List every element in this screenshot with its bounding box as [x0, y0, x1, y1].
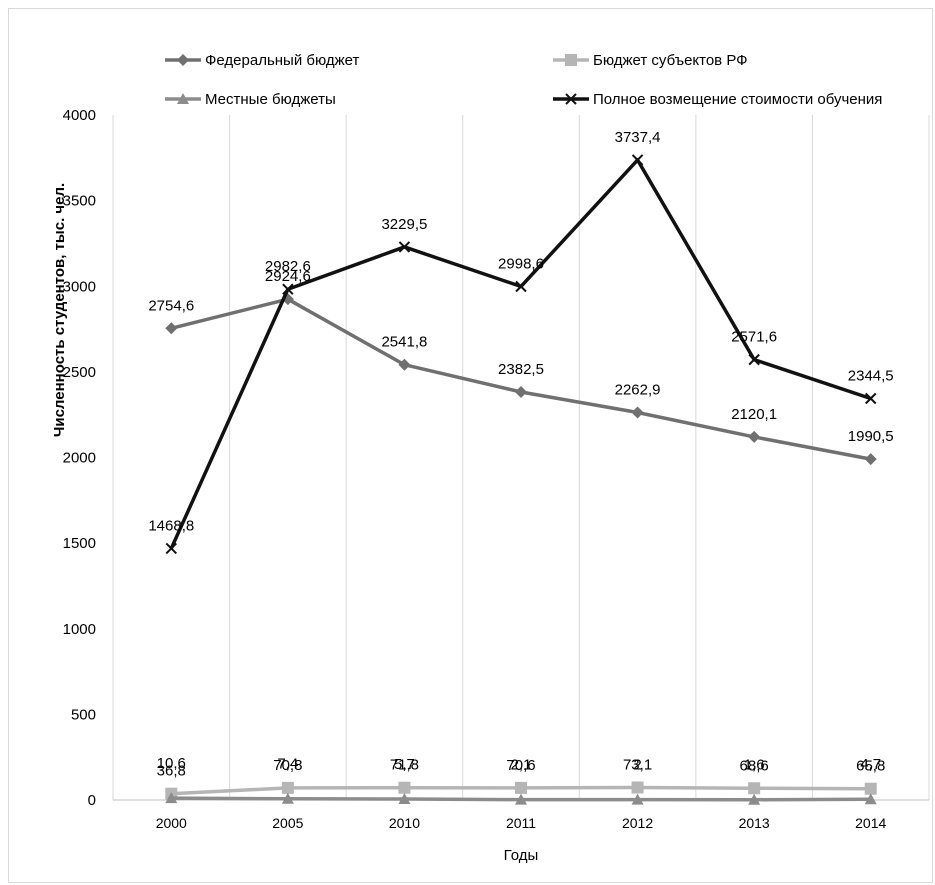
data-label: 68,6	[740, 757, 769, 774]
data-label: 3229,5	[381, 216, 427, 233]
triangle-marker	[748, 793, 761, 805]
square-marker	[864, 782, 877, 795]
square-marker	[631, 781, 644, 794]
x-tick-label: 2011	[506, 815, 536, 831]
data-label: 2998,6	[498, 255, 544, 272]
data-label: 73,1	[623, 756, 652, 773]
legend-label: Местные бюджеты	[205, 91, 336, 108]
y-tick-label: 4000	[63, 107, 96, 124]
diamond-marker	[631, 406, 644, 419]
data-label: 2571,6	[731, 329, 777, 346]
axes: 0 500 1000 1500 2000 2500 3000 3500 4000 2000 2005…	[63, 107, 929, 831]
diamond-marker	[177, 54, 189, 66]
data-label: 3737,4	[615, 129, 661, 146]
data-label: 2	[633, 757, 641, 774]
data-label: 5,7	[394, 756, 415, 773]
x-tick-label: 2000	[156, 815, 187, 831]
x-marker	[282, 283, 294, 295]
legend-label: Бюджет субъектов РФ	[593, 52, 748, 69]
data-label: 2924,6	[265, 268, 311, 285]
data-label: 36,8	[157, 763, 186, 780]
data-label: 2262,9	[615, 381, 661, 398]
x-marker	[398, 241, 411, 253]
data-label: 71,8	[390, 757, 419, 774]
x-tick-label: 2013	[739, 815, 770, 831]
data-label: 1468,8	[148, 517, 194, 534]
triangle-marker	[281, 792, 294, 804]
legend-entry: Полное возмещение стоимости обучения	[553, 91, 882, 108]
series-line	[170, 297, 872, 461]
data-label: 70,6	[506, 757, 535, 774]
y-axis-title: Численность студентов, тыс. чел.	[51, 183, 68, 437]
series-lines	[165, 154, 877, 805]
square-marker	[515, 781, 527, 794]
x-marker	[865, 392, 877, 405]
series-4	[165, 154, 877, 555]
data-label: 65,8	[856, 758, 885, 775]
series-1	[165, 293, 877, 466]
data-label: 2120,1	[731, 406, 777, 423]
series-3	[165, 792, 877, 805]
x-marker	[515, 280, 527, 293]
square-marker	[398, 781, 411, 794]
diamond-marker	[165, 322, 178, 335]
diamond-marker	[515, 385, 527, 398]
data-label: 2754,6	[148, 297, 194, 314]
x-tick-label: 2010	[389, 815, 420, 831]
series-line	[169, 158, 872, 550]
data-label: 70,8	[273, 757, 302, 774]
y-tick-label: 2500	[63, 364, 96, 381]
legend-entry: Федеральный бюджет	[165, 52, 360, 69]
triangle-marker	[398, 793, 411, 805]
data-label: 1,6	[744, 757, 765, 774]
data-label: 1990,5	[848, 428, 894, 445]
data-labels: 2754,6 2924,6 2541,8 2382,5 2262,9 2120,1 1990…	[148, 129, 893, 780]
y-tick-label: 0	[88, 792, 96, 809]
diamond-marker	[748, 430, 761, 443]
grid-lines	[112, 115, 930, 800]
data-label: 7,4	[277, 756, 298, 773]
legend-entry: Местные бюджеты	[165, 91, 336, 108]
data-label: 2541,8	[381, 334, 427, 351]
chart-frame	[8, 8, 933, 883]
legend: Федеральный бюджет Бюджет субъектов РФ Мес…	[165, 52, 882, 108]
triangle-marker	[864, 793, 877, 805]
data-label: 10,6	[157, 755, 186, 772]
legend-label: Полное возмещение стоимости обучения	[593, 91, 882, 108]
square-marker	[748, 782, 761, 795]
triangle-marker	[165, 792, 178, 804]
triangle-marker	[631, 793, 644, 805]
x-tick-label: 2012	[622, 815, 653, 831]
y-tick-label: 2000	[63, 450, 96, 467]
diamond-marker	[398, 358, 411, 371]
square-marker	[281, 781, 294, 794]
square-marker	[565, 54, 577, 66]
x-tick-label: 2005	[272, 815, 303, 831]
triangle-marker	[177, 93, 189, 104]
data-label: 2344,5	[848, 368, 894, 385]
x-marker	[631, 154, 644, 166]
legend-label: Федеральный бюджет	[205, 52, 360, 69]
y-tick-label: 1500	[63, 535, 96, 552]
x-marker	[748, 353, 760, 366]
data-label: 2382,5	[498, 361, 544, 378]
y-tick-label: 1000	[63, 621, 96, 638]
x-marker	[165, 542, 177, 555]
y-tick-label: 3500	[63, 193, 96, 210]
x-marker	[565, 93, 577, 105]
y-tick-label: 3000	[63, 278, 96, 295]
data-label: 4,7	[860, 756, 881, 773]
data-label: 2982,6	[265, 258, 311, 275]
diamond-marker	[864, 453, 877, 466]
x-axis-title: Годы	[504, 847, 539, 864]
triangle-marker	[515, 793, 527, 805]
x-tick-label: 2014	[855, 815, 886, 831]
y-tick-label: 500	[71, 706, 96, 723]
data-label: 2,1	[511, 757, 532, 774]
legend-entry: Бюджет субъектов РФ	[553, 52, 748, 69]
